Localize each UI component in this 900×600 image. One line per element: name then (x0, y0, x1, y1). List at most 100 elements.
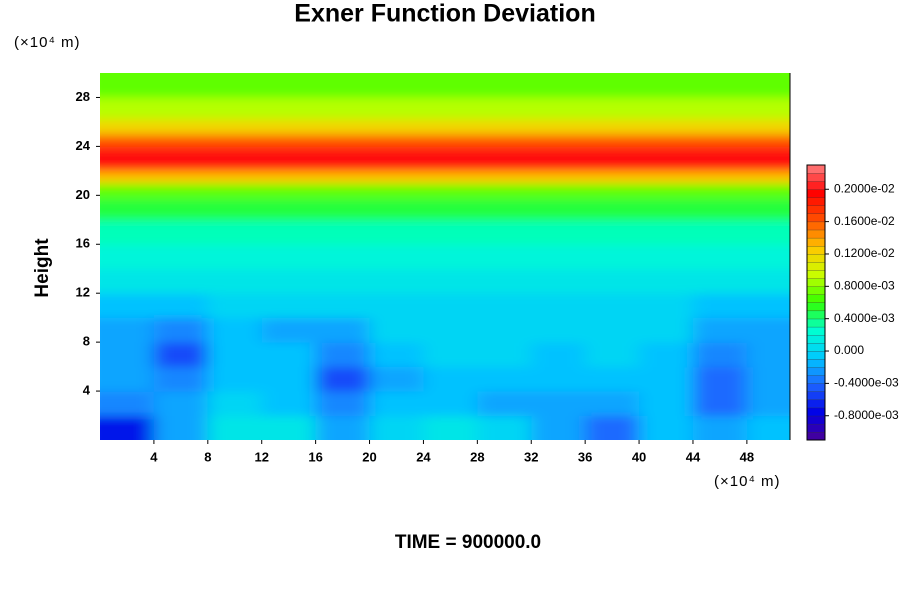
field-cell (692, 97, 748, 120)
field-cell (423, 391, 478, 417)
field-cell (531, 219, 586, 245)
field-cell (153, 293, 209, 319)
field-cell (639, 293, 694, 319)
field-cell (100, 391, 155, 417)
colorbar-band (806, 423, 826, 433)
field-cell (585, 158, 640, 172)
field-cell (315, 97, 371, 120)
field-cell (531, 158, 586, 172)
field-cell (369, 219, 424, 245)
field-cell (207, 415, 263, 440)
field-cell (531, 342, 586, 368)
field-cell (261, 97, 317, 120)
field-cell (746, 268, 790, 294)
field-cell (153, 219, 209, 245)
colorbar-tick-label: 0.8000e-03 (834, 278, 895, 292)
colorbar-band (806, 269, 826, 279)
colorbar-band (806, 221, 826, 231)
field-cell (477, 97, 532, 120)
field-cell (207, 146, 263, 160)
field-cell (153, 146, 209, 160)
field-cell (315, 183, 371, 199)
field-cell (261, 415, 317, 440)
field-cell (261, 391, 317, 417)
field-cell (261, 146, 317, 160)
field-cell (100, 97, 155, 120)
field-cell (423, 146, 478, 160)
field-cell (746, 73, 790, 98)
field-cell (585, 268, 640, 294)
field-cell (585, 391, 640, 417)
field-cell (100, 293, 155, 319)
field-cell (531, 366, 586, 392)
colorbar-band (806, 172, 826, 182)
field-cell (477, 146, 532, 160)
footer: TIME = 900000.0 (395, 532, 541, 553)
colorbar-band (806, 213, 826, 223)
field-cell (746, 366, 790, 392)
field-cell (423, 244, 478, 270)
field-cell (207, 170, 263, 184)
field-cell (100, 244, 155, 270)
field-cell (369, 366, 424, 392)
y-tick-label: 24 (76, 138, 91, 153)
field-cell (423, 97, 478, 120)
field-cell (100, 317, 155, 343)
field-cell (692, 170, 748, 184)
field-cell (692, 317, 748, 343)
field-cell (261, 73, 317, 98)
field-cell (153, 134, 209, 147)
field-cell (153, 73, 209, 98)
field-cell (639, 342, 694, 368)
field-cell (100, 268, 155, 294)
field-cell (100, 134, 155, 147)
field-cell (423, 415, 478, 440)
field-cell (369, 268, 424, 294)
field-cell (315, 219, 371, 245)
field-cell (477, 415, 532, 440)
field-cell (315, 198, 371, 221)
field-cell (639, 317, 694, 343)
field-cell (692, 219, 748, 245)
x-unit: (×10⁴ m) (714, 473, 781, 490)
field-cell (692, 268, 748, 294)
field-cell (531, 183, 586, 199)
field-cell (261, 118, 317, 135)
field-cell (639, 134, 694, 147)
field-cell (153, 118, 209, 135)
field-cell (261, 342, 317, 368)
colorbar-band (806, 197, 826, 206)
y-tick-label: 28 (76, 89, 90, 104)
field-cell (639, 244, 694, 270)
colorbar-band (806, 367, 826, 376)
field-cell (477, 391, 532, 417)
field-cell (585, 219, 640, 245)
field-cell (153, 317, 209, 343)
colorbar-band (806, 318, 826, 328)
field-cell (153, 366, 209, 392)
field-cell (477, 134, 532, 147)
x-tick-label: 16 (308, 449, 322, 464)
x-tick-label: 36 (578, 449, 592, 464)
field-cell (585, 146, 640, 160)
field-cell (207, 391, 263, 417)
field-cell (477, 158, 532, 172)
field-cell (207, 97, 263, 120)
field-cell (477, 366, 532, 392)
field-cell (369, 183, 424, 199)
colorbar-band (806, 261, 826, 271)
colorbar-band (806, 302, 826, 312)
field-cell (746, 118, 790, 135)
y-unit: (×10⁴ m) (14, 34, 81, 51)
field-cell (153, 198, 209, 221)
colorbar-band (806, 189, 826, 198)
y-axis-label: Height (32, 238, 53, 298)
field-cell (315, 293, 371, 319)
field-cell (585, 317, 640, 343)
field-cell (315, 317, 371, 343)
field-cell (692, 415, 748, 440)
field-cell (369, 73, 424, 98)
colorbar-band (806, 310, 826, 320)
colorbar-frame (806, 164, 826, 441)
field-cell (153, 342, 209, 368)
